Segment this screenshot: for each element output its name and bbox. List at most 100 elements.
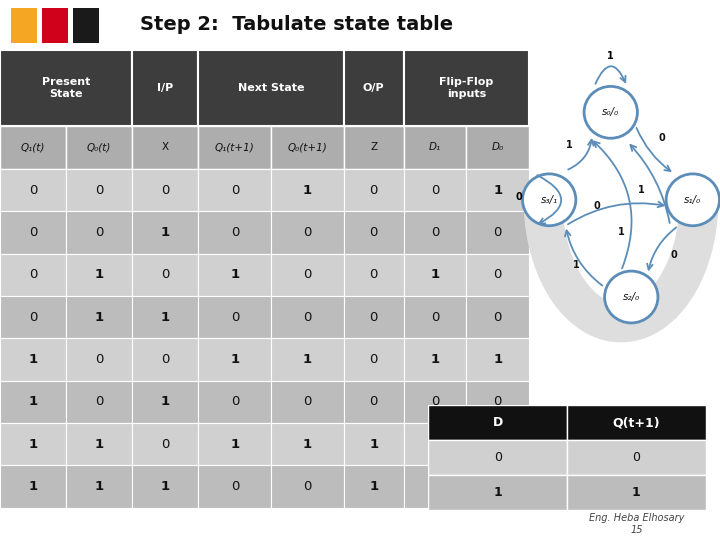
Text: 0: 0 <box>369 184 378 197</box>
Text: 0: 0 <box>230 310 239 323</box>
Text: 1: 1 <box>161 395 170 408</box>
Text: Q₁(t): Q₁(t) <box>21 143 45 152</box>
Text: 0: 0 <box>95 226 104 239</box>
Text: 1: 1 <box>230 353 239 366</box>
Text: 0: 0 <box>431 184 439 197</box>
Text: 0: 0 <box>95 184 104 197</box>
Text: s₀/₀: s₀/₀ <box>602 107 619 117</box>
Text: 1: 1 <box>431 437 439 451</box>
Bar <box>467 169 529 212</box>
Bar <box>344 381 403 423</box>
Text: 1: 1 <box>29 395 37 408</box>
Bar <box>0 50 132 126</box>
Bar <box>199 212 271 254</box>
Bar <box>403 423 467 465</box>
Text: Next State: Next State <box>238 83 305 93</box>
Bar <box>344 126 403 169</box>
Bar <box>467 381 529 423</box>
Bar <box>0 169 66 212</box>
Bar <box>132 254 199 296</box>
Bar <box>428 440 567 475</box>
Bar <box>0 465 66 508</box>
Text: 1: 1 <box>369 480 378 493</box>
Text: I/P: I/P <box>157 83 174 93</box>
Bar <box>467 339 529 381</box>
Bar <box>66 212 132 254</box>
Text: 0: 0 <box>494 310 502 323</box>
Text: 0: 0 <box>29 184 37 197</box>
Text: 0: 0 <box>431 226 439 239</box>
Text: 0: 0 <box>431 480 439 493</box>
Text: D₁: D₁ <box>429 143 441 152</box>
Text: 0: 0 <box>161 268 170 281</box>
Text: 0: 0 <box>29 310 37 323</box>
Text: 1: 1 <box>161 310 170 323</box>
Text: D: D <box>492 416 503 429</box>
Bar <box>271 126 344 169</box>
Bar <box>132 423 199 465</box>
Text: D₀: D₀ <box>492 143 504 152</box>
Bar <box>199 423 271 465</box>
Bar <box>0 212 66 254</box>
Bar <box>403 169 467 212</box>
Text: Step 2:  Tabulate state table: Step 2: Tabulate state table <box>140 15 454 33</box>
Text: Present
State: Present State <box>42 77 90 99</box>
Text: 0: 0 <box>303 226 312 239</box>
Bar <box>271 254 344 296</box>
Bar <box>271 212 344 254</box>
Bar <box>271 169 344 212</box>
Text: 0: 0 <box>369 310 378 323</box>
Bar <box>66 423 132 465</box>
Bar <box>66 465 132 508</box>
Text: s₃/₁: s₃/₁ <box>541 195 558 205</box>
Text: 0: 0 <box>515 192 522 202</box>
Bar <box>66 169 132 212</box>
Text: 1: 1 <box>493 184 503 197</box>
Text: Q₁(t+1): Q₁(t+1) <box>215 143 255 152</box>
Text: s₁/₀: s₁/₀ <box>684 195 701 205</box>
Text: 1: 1 <box>94 310 104 323</box>
Text: 1: 1 <box>369 437 378 451</box>
Text: 0: 0 <box>303 310 312 323</box>
Text: 1: 1 <box>94 437 104 451</box>
Text: 1: 1 <box>29 480 37 493</box>
Bar <box>66 381 132 423</box>
Text: Eng. Heba Elhosary
15: Eng. Heba Elhosary 15 <box>589 513 684 535</box>
Bar <box>199 169 271 212</box>
Text: 1: 1 <box>94 268 104 281</box>
Text: 1: 1 <box>29 437 37 451</box>
Text: 0: 0 <box>303 268 312 281</box>
Bar <box>132 126 199 169</box>
Bar <box>0 423 66 465</box>
Bar <box>344 465 403 508</box>
Text: Q(t+1): Q(t+1) <box>613 416 660 429</box>
Bar <box>467 254 529 296</box>
Bar <box>567 475 706 510</box>
Text: 0: 0 <box>95 353 104 366</box>
Bar <box>132 50 199 126</box>
Text: O/P: O/P <box>363 83 384 93</box>
Bar <box>199 381 271 423</box>
Bar <box>344 423 403 465</box>
Bar <box>199 339 271 381</box>
Bar <box>344 212 403 254</box>
Bar <box>428 475 567 510</box>
Text: 0: 0 <box>431 310 439 323</box>
Bar <box>0 339 66 381</box>
Text: 1: 1 <box>493 486 502 500</box>
Text: 0: 0 <box>303 395 312 408</box>
Bar <box>0 254 66 296</box>
Bar <box>66 296 132 339</box>
Text: Flip-Flop
inputs: Flip-Flop inputs <box>439 77 493 99</box>
Text: 1: 1 <box>161 480 170 493</box>
Text: 0: 0 <box>494 480 502 493</box>
Text: 0: 0 <box>230 184 239 197</box>
Bar <box>66 339 132 381</box>
Bar <box>467 212 529 254</box>
Bar <box>199 254 271 296</box>
Bar <box>0 126 66 169</box>
Bar <box>567 405 706 440</box>
Text: 1: 1 <box>572 260 579 269</box>
Text: 1: 1 <box>632 486 641 500</box>
Bar <box>403 254 467 296</box>
